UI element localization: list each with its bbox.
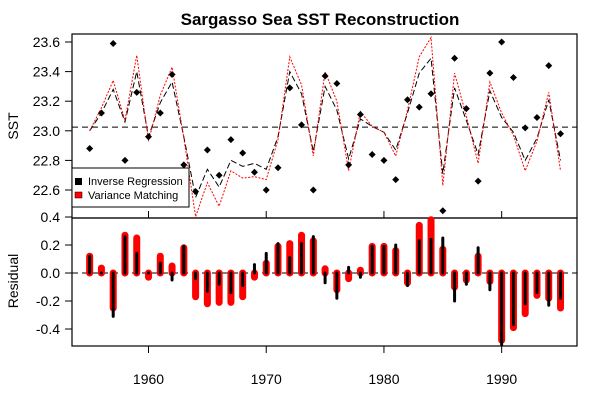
observed-point	[239, 149, 247, 157]
legend-box	[71, 167, 190, 208]
observed-point	[180, 161, 188, 169]
x-axis: 1960 1970 1980 1990	[133, 211, 517, 387]
x-tick-label: 1990	[486, 371, 517, 387]
y-tick-label: -0.4	[36, 321, 60, 337]
observed-point	[462, 105, 470, 113]
legend: Inverse Regression Variance Matching	[71, 167, 190, 208]
lower-y-axis-label: Residual	[5, 254, 21, 308]
observed-point	[121, 156, 129, 164]
y-tick-label: 0.2	[41, 237, 61, 253]
observed-point	[286, 84, 294, 92]
y-tick-label: 0.4	[41, 209, 61, 225]
observed-point	[345, 161, 353, 169]
observed-point	[156, 109, 164, 117]
observed-points	[86, 38, 565, 215]
observed-point	[109, 39, 117, 47]
observed-point	[86, 145, 94, 153]
observed-point	[321, 72, 329, 80]
observed-point	[203, 146, 211, 154]
observed-point	[403, 96, 411, 104]
y-tick-label: -0.2	[36, 293, 60, 309]
legend-swatch-inverse-regression	[75, 178, 82, 185]
observed-point	[509, 74, 517, 82]
y-tick-label: 23.4	[33, 64, 60, 80]
observed-point	[557, 130, 565, 138]
observed-point	[451, 54, 459, 62]
legend-label-inverse-regression: Inverse Regression	[88, 176, 183, 188]
y-tick-label: 23.0	[33, 123, 60, 139]
y-tick-label: 22.6	[33, 182, 60, 198]
observed-point	[227, 136, 235, 144]
lower-y-axis: -0.4 -0.2 0.0 0.2 0.4	[36, 209, 72, 337]
observed-point	[486, 69, 494, 77]
observed-point	[215, 171, 223, 179]
observed-point	[333, 79, 341, 87]
observed-point	[380, 156, 388, 164]
observed-point	[262, 186, 270, 194]
legend-swatch-variance-matching	[74, 191, 83, 199]
observed-point	[133, 88, 141, 96]
observed-point	[521, 124, 529, 132]
series-line-inverse-regression	[89, 57, 562, 200]
y-tick-label: 23.2	[33, 93, 60, 109]
observed-point	[392, 176, 400, 184]
legend-label-variance-matching: Variance Matching	[88, 190, 178, 202]
observed-point	[545, 62, 553, 70]
lower-panel: -0.4-0.20.00.20.4 Residual 1960 1970 1980 1…	[5, 209, 578, 387]
x-tick-label: 1960	[133, 371, 164, 387]
observed-point	[274, 164, 282, 172]
y-tick-label: 0.0	[41, 265, 61, 281]
y-tick-label: 22.8	[33, 152, 60, 168]
observed-point	[168, 71, 176, 79]
observed-point	[309, 186, 317, 194]
observed-point	[192, 187, 200, 195]
upper-y-axis: 22.6 22.8 23.0 23.2 23.4 23.6	[33, 34, 72, 198]
observed-point	[474, 177, 482, 185]
y-tick-label: 23.6	[33, 34, 60, 50]
observed-point	[427, 90, 435, 98]
upper-panel: 22.6 22.8 23.0 23.2 23.4 23.6 SST Inverse Reg…	[5, 33, 578, 219]
residual-bars-inverse-regression	[88, 235, 563, 346]
observed-point	[250, 168, 258, 176]
observed-point	[145, 133, 153, 141]
upper-y-axis-label: SST	[5, 112, 21, 140]
chart-title: Sargasso Sea SST Reconstruction	[181, 10, 460, 29]
observed-point	[498, 38, 506, 46]
observed-point	[298, 121, 306, 129]
x-tick-label: 1980	[368, 371, 399, 387]
observed-point	[439, 207, 447, 215]
observed-point	[97, 109, 105, 117]
observed-point	[415, 103, 423, 111]
x-tick-label: 1970	[251, 371, 282, 387]
lower-plot-frame	[71, 217, 578, 347]
observed-point	[533, 113, 541, 121]
observed-point	[356, 111, 364, 119]
observed-point	[368, 150, 376, 158]
